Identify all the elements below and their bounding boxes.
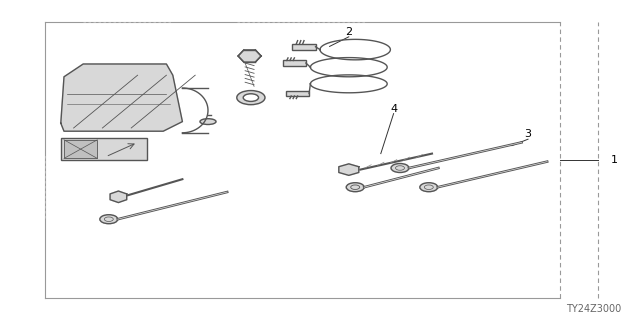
Text: 4: 4 [390,104,397,114]
Polygon shape [339,164,359,175]
FancyBboxPatch shape [61,138,147,160]
FancyBboxPatch shape [283,60,306,66]
Circle shape [391,164,409,172]
FancyBboxPatch shape [64,140,97,158]
FancyBboxPatch shape [292,44,316,50]
Text: TY24Z3000: TY24Z3000 [566,304,621,314]
Polygon shape [61,64,182,131]
Polygon shape [238,50,261,62]
FancyBboxPatch shape [286,91,309,96]
Text: 2: 2 [345,27,353,37]
Circle shape [100,215,118,224]
Text: 3: 3 [525,129,531,139]
Circle shape [346,183,364,192]
Ellipse shape [200,119,216,124]
Circle shape [420,183,438,192]
Polygon shape [110,191,127,203]
Text: 1: 1 [611,155,618,165]
